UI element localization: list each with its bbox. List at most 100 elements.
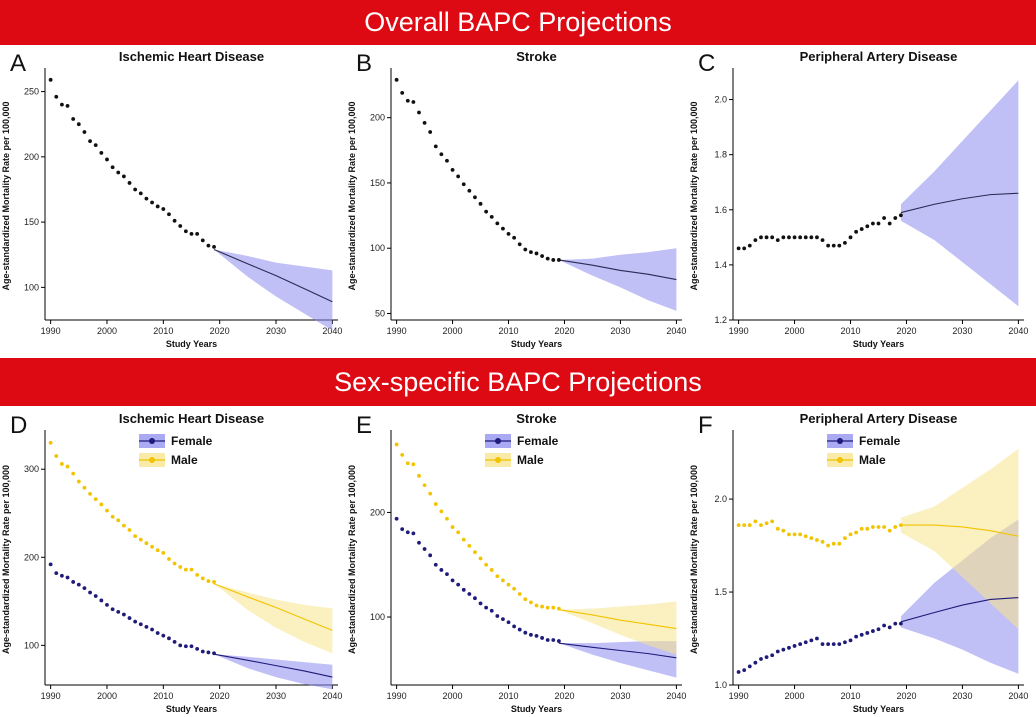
observed-point-overall xyxy=(809,235,814,240)
x-tick-label: 2040 xyxy=(666,326,686,336)
observed-point-male xyxy=(501,578,505,583)
observed-point-overall xyxy=(517,242,522,247)
observed-point-overall xyxy=(422,121,427,125)
projection-line-overall xyxy=(213,249,333,303)
observed-point-male xyxy=(461,537,466,542)
observed-point-female xyxy=(88,590,92,595)
y-tick-label: 1.0 xyxy=(714,680,727,690)
projection-line-overall xyxy=(900,192,1019,214)
observed-point-male xyxy=(898,523,903,528)
observed-point-male xyxy=(456,530,461,535)
projection-line-male xyxy=(213,583,333,631)
chart-panel-c: C Peripheral Artery Disease 1990 2000 2010 20… xyxy=(689,49,1028,349)
observed-point-overall xyxy=(400,90,405,95)
observed-point-female xyxy=(859,632,864,637)
observed-point-male xyxy=(803,534,808,539)
y-tick-label: 100 xyxy=(370,612,385,622)
observed-point-female xyxy=(798,642,803,646)
observed-point-female xyxy=(161,633,166,638)
observed-point-female xyxy=(172,639,177,644)
observed-point-overall xyxy=(110,165,115,170)
y-tick-label: 200 xyxy=(370,113,385,123)
y-axis-title: Age-standardized Mortality Rate per 100,… xyxy=(1,465,11,654)
y-tick-label: 200 xyxy=(370,507,385,517)
observed-point-overall xyxy=(82,130,87,134)
observed-point-overall xyxy=(803,235,808,240)
observed-point-overall xyxy=(545,256,550,261)
observed-point-overall xyxy=(742,246,747,251)
observed-point-male xyxy=(871,525,875,529)
legend-marker-male xyxy=(837,457,843,463)
observed-point-male xyxy=(206,579,211,583)
projection-line-male xyxy=(558,609,677,630)
x-tick-label: 1990 xyxy=(41,691,61,701)
observed-point-female xyxy=(876,627,881,632)
observed-point-male xyxy=(529,600,533,605)
observed-point-male xyxy=(792,532,797,537)
observed-point-overall xyxy=(150,200,154,205)
chart-panel-f: F Peripheral Artery Disease 1990 2000 2010 20… xyxy=(689,411,1028,714)
observed-point-male xyxy=(167,557,171,561)
observed-point-male xyxy=(826,543,831,548)
observed-point-female xyxy=(439,568,444,572)
observed-point-female xyxy=(898,621,903,626)
y-axis-title: Age-standardized Mortality Rate per 100,… xyxy=(1,101,11,290)
legend-label-female: Female xyxy=(859,434,901,448)
legend-marker-male xyxy=(495,457,501,463)
observed-point-female xyxy=(736,670,741,674)
observed-point-overall xyxy=(820,238,825,242)
observed-point-overall xyxy=(893,216,898,220)
observed-point-male xyxy=(60,462,64,466)
observed-point-overall xyxy=(843,240,847,245)
observed-point-overall xyxy=(167,212,171,217)
observed-point-male xyxy=(400,453,405,457)
observed-point-female xyxy=(76,582,81,587)
observed-point-male xyxy=(545,605,550,610)
observed-point-female xyxy=(183,644,188,649)
observed-point-overall xyxy=(99,151,104,155)
observed-point-overall xyxy=(445,158,449,163)
projection-band-overall xyxy=(900,80,1019,307)
observed-point-female xyxy=(529,632,533,637)
x-tick-label: 2040 xyxy=(666,691,686,701)
observed-point-overall xyxy=(556,258,561,262)
observed-point-male xyxy=(422,483,427,488)
projection-line-female xyxy=(213,653,333,678)
observed-point-male xyxy=(865,526,870,531)
observed-point-overall xyxy=(65,104,70,108)
observed-point-female xyxy=(882,623,886,628)
observed-point-female xyxy=(826,642,831,646)
x-tick-label: 2000 xyxy=(443,326,463,336)
panel-title: Ischemic Heart Disease xyxy=(119,411,264,426)
observed-point-male xyxy=(478,556,483,561)
observed-point-overall xyxy=(450,167,455,172)
projection-line-female xyxy=(900,597,1019,623)
observed-point-female xyxy=(792,644,797,648)
observed-point-female xyxy=(65,575,70,580)
observed-point-male xyxy=(411,462,416,467)
observed-point-male xyxy=(517,592,522,596)
x-axis-title: Study Years xyxy=(853,339,904,349)
legend-label-male: Male xyxy=(859,453,886,467)
observed-point-female xyxy=(138,622,143,627)
observed-point-female xyxy=(495,614,500,618)
overall-projections-banner: Overall BAPC Projections xyxy=(0,0,1036,45)
observed-point-female xyxy=(48,562,53,567)
observed-point-male xyxy=(556,606,561,611)
observed-point-overall xyxy=(736,246,741,251)
panel-title: Peripheral Artery Disease xyxy=(800,49,958,64)
observed-point-female xyxy=(809,638,814,643)
observed-point-male xyxy=(48,440,53,445)
x-tick-label: 2030 xyxy=(266,326,286,336)
observed-point-overall xyxy=(478,201,483,206)
x-tick-label: 2020 xyxy=(554,326,574,336)
observed-point-overall xyxy=(88,139,92,144)
observed-point-female xyxy=(764,655,769,660)
observed-point-overall xyxy=(433,144,438,149)
legend-label-female: Female xyxy=(171,434,213,448)
observed-point-female xyxy=(893,621,898,626)
observed-point-overall xyxy=(206,243,211,248)
panel-letter: D xyxy=(10,412,27,439)
observed-point-overall xyxy=(473,195,477,200)
observed-point-male xyxy=(473,550,477,555)
